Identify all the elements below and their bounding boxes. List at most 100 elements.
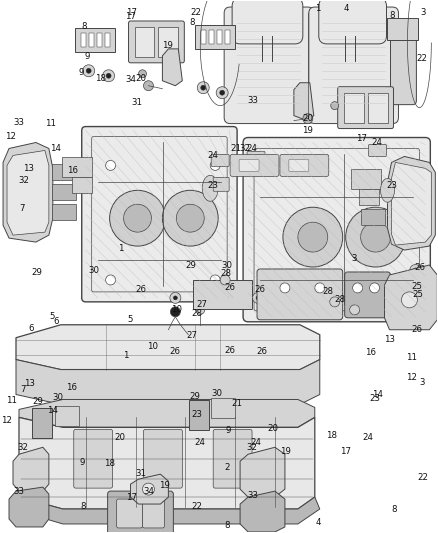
Circle shape	[210, 275, 220, 285]
Text: 3: 3	[420, 7, 426, 17]
Text: 18: 18	[104, 459, 115, 469]
Circle shape	[196, 305, 205, 314]
Text: 19: 19	[280, 447, 291, 456]
Circle shape	[177, 204, 204, 232]
Circle shape	[331, 102, 339, 110]
Polygon shape	[392, 163, 431, 245]
Text: 17: 17	[125, 12, 136, 20]
Circle shape	[106, 73, 111, 78]
Polygon shape	[19, 417, 315, 509]
Text: 8: 8	[81, 22, 86, 31]
Text: 12: 12	[6, 132, 17, 141]
Text: 29: 29	[32, 269, 42, 277]
FancyBboxPatch shape	[230, 155, 279, 176]
Text: 17: 17	[340, 447, 351, 456]
FancyBboxPatch shape	[319, 0, 386, 44]
FancyBboxPatch shape	[142, 499, 164, 528]
FancyBboxPatch shape	[386, 18, 418, 40]
Text: 26: 26	[254, 285, 265, 294]
Text: 24: 24	[208, 151, 219, 160]
Polygon shape	[7, 150, 49, 235]
Text: 16: 16	[67, 166, 78, 175]
Text: 28: 28	[334, 295, 345, 304]
Text: 24: 24	[194, 438, 205, 447]
Text: 11: 11	[406, 353, 417, 362]
Circle shape	[253, 293, 264, 303]
Text: 28: 28	[191, 309, 202, 318]
Text: 13: 13	[384, 335, 395, 344]
FancyBboxPatch shape	[369, 144, 386, 157]
FancyBboxPatch shape	[239, 159, 259, 172]
Text: 22: 22	[191, 502, 202, 511]
Text: 33: 33	[14, 487, 25, 496]
Circle shape	[197, 82, 209, 94]
Text: 19: 19	[302, 126, 313, 135]
Text: 12: 12	[406, 374, 417, 383]
Text: 32: 32	[18, 443, 28, 452]
FancyBboxPatch shape	[134, 27, 155, 57]
Text: 23: 23	[386, 181, 397, 190]
Polygon shape	[16, 325, 320, 369]
Text: 34: 34	[143, 487, 154, 496]
Circle shape	[102, 70, 115, 82]
Circle shape	[256, 296, 260, 300]
FancyBboxPatch shape	[195, 25, 235, 49]
Text: 30: 30	[222, 261, 233, 270]
Circle shape	[303, 114, 313, 124]
FancyBboxPatch shape	[224, 7, 314, 124]
Circle shape	[86, 68, 91, 73]
Text: 22: 22	[416, 54, 427, 63]
FancyBboxPatch shape	[209, 30, 214, 44]
Text: 20: 20	[135, 74, 146, 83]
FancyBboxPatch shape	[144, 430, 182, 488]
Text: 14: 14	[50, 144, 61, 153]
Polygon shape	[13, 497, 320, 524]
Circle shape	[223, 289, 233, 301]
Circle shape	[413, 268, 417, 272]
Circle shape	[370, 283, 380, 293]
FancyBboxPatch shape	[344, 93, 364, 123]
Circle shape	[110, 190, 166, 246]
Circle shape	[283, 207, 343, 267]
FancyBboxPatch shape	[74, 430, 113, 488]
Text: 26: 26	[256, 347, 268, 356]
Text: 8: 8	[190, 19, 195, 28]
FancyBboxPatch shape	[367, 93, 388, 123]
Text: 27: 27	[187, 331, 198, 340]
FancyBboxPatch shape	[128, 21, 184, 63]
Text: 6: 6	[53, 317, 59, 326]
FancyBboxPatch shape	[359, 189, 378, 205]
Text: 9: 9	[78, 68, 83, 77]
Circle shape	[166, 331, 174, 338]
Circle shape	[138, 70, 146, 78]
Circle shape	[210, 160, 220, 171]
Text: 9: 9	[84, 52, 89, 61]
Text: 31: 31	[135, 469, 146, 478]
Circle shape	[170, 293, 181, 303]
Text: 28: 28	[322, 287, 333, 296]
Text: 32: 32	[18, 176, 29, 185]
Ellipse shape	[202, 175, 218, 201]
Polygon shape	[131, 474, 168, 504]
Text: 5: 5	[128, 316, 133, 324]
FancyBboxPatch shape	[108, 491, 173, 533]
FancyBboxPatch shape	[193, 280, 252, 309]
Text: 17: 17	[126, 7, 137, 17]
Text: 22: 22	[191, 7, 202, 17]
Text: 22: 22	[418, 473, 429, 482]
Text: 12: 12	[1, 416, 12, 425]
FancyBboxPatch shape	[159, 27, 178, 57]
Text: 29: 29	[32, 397, 43, 406]
Text: 16: 16	[365, 348, 377, 357]
Text: 29: 29	[190, 392, 201, 401]
Text: 16: 16	[66, 383, 77, 392]
Polygon shape	[13, 447, 49, 491]
Polygon shape	[240, 447, 285, 497]
FancyBboxPatch shape	[351, 169, 381, 189]
Circle shape	[280, 283, 290, 293]
Text: 1: 1	[315, 4, 321, 13]
Text: 24: 24	[371, 138, 382, 147]
Circle shape	[216, 87, 228, 99]
Circle shape	[350, 305, 360, 315]
Circle shape	[83, 65, 95, 77]
